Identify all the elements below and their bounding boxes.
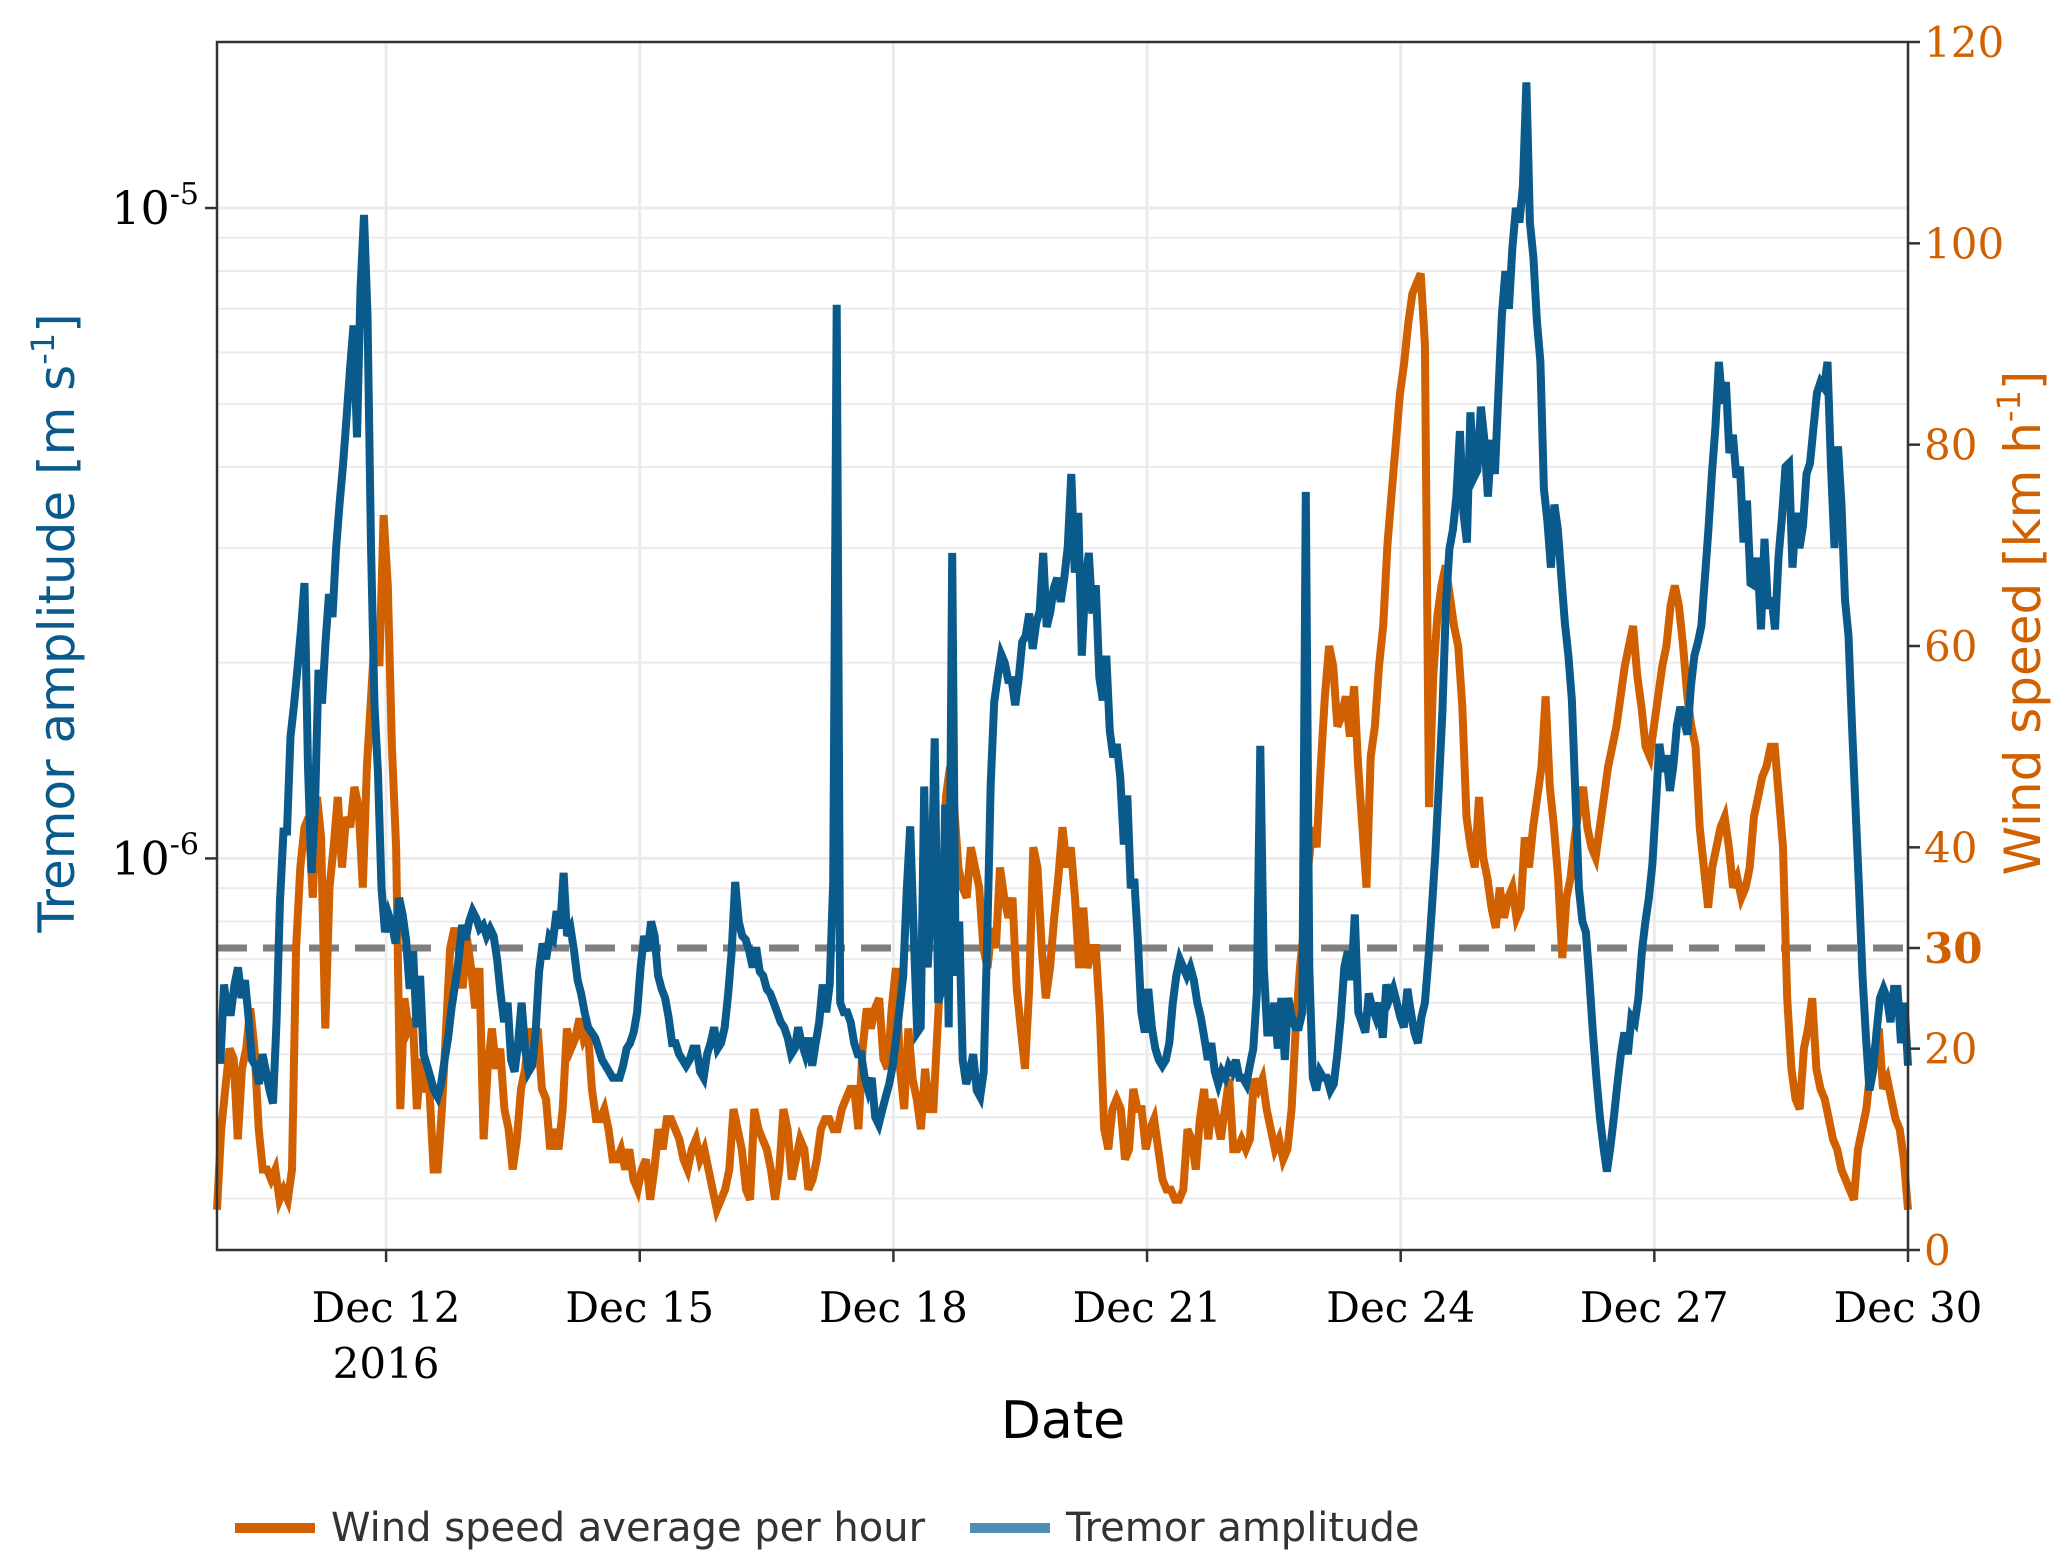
right-tick-label: 60	[1924, 622, 1977, 671]
right-tick-label: 100	[1924, 219, 2004, 268]
tremor-amplitude-line	[216, 82, 1912, 1173]
x-tick-label: Dec 15	[565, 1283, 714, 1332]
right-tick-label-threshold: 30	[1924, 924, 1982, 973]
x-tick-label: Dec 30	[1834, 1283, 1983, 1332]
right-tick-label: 20	[1924, 1025, 1977, 1074]
x-axis-label: Date	[1001, 1391, 1125, 1451]
x-tick-label: Dec 18	[819, 1283, 968, 1332]
right-axis-label: Wind speed [km h-1]	[1990, 371, 2052, 876]
grid	[217, 42, 1910, 1250]
left-axis-ticks: 10-6 10-5	[111, 177, 217, 885]
right-tick-label: 80	[1924, 421, 1977, 470]
legend-label: Wind speed average per hour	[331, 1505, 926, 1551]
left-tick-label: 10-6	[111, 827, 199, 885]
x-tick-label: Dec 24	[1326, 1283, 1475, 1332]
series-tremor-amplitude	[216, 82, 1912, 1173]
wind-speed-line	[213, 271, 1912, 1224]
right-tick-label: 40	[1924, 823, 1977, 872]
legend-label: Tremor amplitude	[1065, 1505, 1419, 1551]
x-axis-ticks: Dec 12 2016 Dec 15 Dec 18 Dec 21 Dec 24 Dec 27…	[312, 1250, 1983, 1388]
left-axis-label: Tremor amplitude [m s-1]	[24, 313, 86, 933]
x-tick-sublabel: 2016	[333, 1339, 440, 1388]
x-tick-label: Dec 21	[1073, 1283, 1222, 1332]
legend: Wind speed average per hour Tremor amplit…	[235, 1505, 1419, 1551]
right-axis-ticks: 0 20 40 60 80 100 120 30	[1908, 18, 2004, 1275]
x-tick-label: Dec 12	[312, 1283, 461, 1332]
right-tick-label: 0	[1924, 1226, 1951, 1275]
series-wind-speed	[213, 271, 1912, 1224]
x-tick-label: Dec 27	[1580, 1283, 1729, 1332]
left-tick-label: 10-5	[111, 177, 199, 235]
right-tick-label: 120	[1924, 18, 2004, 67]
